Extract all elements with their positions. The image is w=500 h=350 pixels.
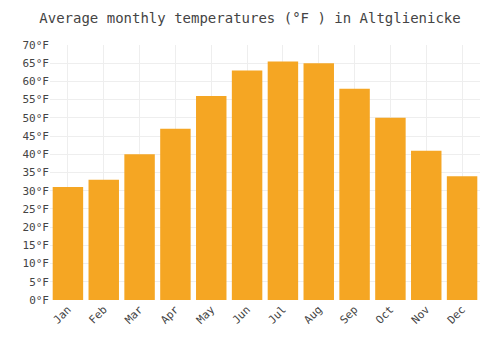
svg-text:Sep: Sep <box>337 303 360 326</box>
svg-text:70°F: 70°F <box>23 39 50 52</box>
svg-text:Feb: Feb <box>87 303 110 326</box>
svg-text:May: May <box>194 303 218 327</box>
svg-text:50°F: 50°F <box>23 112 50 125</box>
svg-text:Average monthly temperatures (: Average monthly temperatures (°F ) in Al… <box>39 10 460 26</box>
svg-text:20°F: 20°F <box>23 221 50 234</box>
svg-text:Jan: Jan <box>51 303 74 326</box>
svg-text:Dec: Dec <box>445 303 468 326</box>
svg-text:30°F: 30°F <box>23 185 50 198</box>
svg-text:55°F: 55°F <box>23 93 50 106</box>
svg-text:25°F: 25°F <box>23 203 50 216</box>
svg-text:0°F: 0°F <box>29 294 49 307</box>
svg-text:10°F: 10°F <box>23 257 50 270</box>
svg-text:60°F: 60°F <box>23 75 50 88</box>
svg-text:35°F: 35°F <box>23 166 50 179</box>
svg-text:Jul: Jul <box>266 303 289 326</box>
svg-text:65°F: 65°F <box>23 57 50 70</box>
svg-text:Nov: Nov <box>409 303 433 327</box>
svg-text:Apr: Apr <box>158 303 182 327</box>
svg-text:15°F: 15°F <box>23 239 50 252</box>
svg-text:40°F: 40°F <box>23 148 50 161</box>
svg-text:Mar: Mar <box>122 303 146 327</box>
svg-text:Oct: Oct <box>373 303 396 326</box>
svg-text:5°F: 5°F <box>29 276 49 289</box>
svg-text:Aug: Aug <box>302 303 325 326</box>
svg-text:45°F: 45°F <box>23 130 50 143</box>
svg-text:Jun: Jun <box>230 303 253 326</box>
